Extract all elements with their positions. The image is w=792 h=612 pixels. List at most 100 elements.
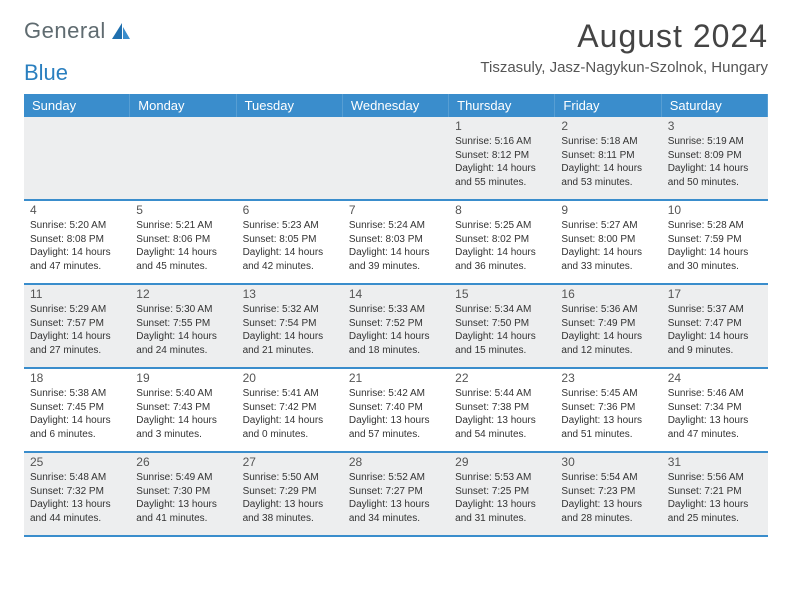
day-cell: 6Sunrise: 5:23 AMSunset: 8:05 PMDaylight…	[237, 201, 343, 283]
day-number: 4	[30, 203, 124, 217]
sunrise-text: Sunrise: 5:27 AM	[561, 219, 655, 233]
sunset-text: Sunset: 7:50 PM	[455, 317, 549, 331]
daylight-text: Daylight: 14 hours and 55 minutes.	[455, 162, 549, 189]
day-number: 26	[136, 455, 230, 469]
sunrise-text: Sunrise: 5:46 AM	[668, 387, 762, 401]
day-cell: 8Sunrise: 5:25 AMSunset: 8:02 PMDaylight…	[449, 201, 555, 283]
day-number: 31	[668, 455, 762, 469]
sunset-text: Sunset: 8:00 PM	[561, 233, 655, 247]
daylight-text: Daylight: 14 hours and 24 minutes.	[136, 330, 230, 357]
day-number: 2	[561, 119, 655, 133]
daylight-text: Daylight: 14 hours and 36 minutes.	[455, 246, 549, 273]
day-number: 27	[243, 455, 337, 469]
empty-cell	[130, 117, 236, 199]
sunrise-text: Sunrise: 5:33 AM	[349, 303, 443, 317]
day-number: 28	[349, 455, 443, 469]
daylight-text: Daylight: 14 hours and 15 minutes.	[455, 330, 549, 357]
day-number: 16	[561, 287, 655, 301]
daylight-text: Daylight: 13 hours and 41 minutes.	[136, 498, 230, 525]
daylight-text: Daylight: 13 hours and 34 minutes.	[349, 498, 443, 525]
day-cell: 13Sunrise: 5:32 AMSunset: 7:54 PMDayligh…	[237, 285, 343, 367]
sunrise-text: Sunrise: 5:49 AM	[136, 471, 230, 485]
sunset-text: Sunset: 7:55 PM	[136, 317, 230, 331]
day-number: 11	[30, 287, 124, 301]
day-cell: 30Sunrise: 5:54 AMSunset: 7:23 PMDayligh…	[555, 453, 661, 535]
weekday-header-row: SundayMondayTuesdayWednesdayThursdayFrid…	[24, 94, 768, 117]
sunset-text: Sunset: 7:45 PM	[30, 401, 124, 415]
daylight-text: Daylight: 13 hours and 51 minutes.	[561, 414, 655, 441]
day-number: 18	[30, 371, 124, 385]
sunrise-text: Sunrise: 5:54 AM	[561, 471, 655, 485]
day-cell: 27 Sunrise: 5:50 AMSunset: 7:29 PMDayligh…	[237, 453, 343, 535]
day-number: 20	[243, 371, 337, 385]
sunrise-text: Sunrise: 5:29 AM	[30, 303, 124, 317]
sunset-text: Sunset: 8:06 PM	[136, 233, 230, 247]
day-cell: 28Sunrise: 5:52 AMSunset: 7:27 PMDayligh…	[343, 453, 449, 535]
day-cell: 15Sunrise: 5:34 AMSunset: 7:50 PMDayligh…	[449, 285, 555, 367]
sunrise-text: Sunrise: 5:50 AM	[243, 471, 337, 485]
sunrise-text: Sunrise: 5:16 AM	[455, 135, 549, 149]
day-cell: 3Sunrise: 5:19 AMSunset: 8:09 PMDaylight…	[662, 117, 768, 199]
day-number: 15	[455, 287, 549, 301]
day-cell: 7Sunrise: 5:24 AMSunset: 8:03 PMDaylight…	[343, 201, 449, 283]
sunset-text: Sunset: 8:12 PM	[455, 149, 549, 163]
weekday-header: Tuesday	[237, 94, 343, 117]
sunrise-text: Sunrise: 5:28 AM	[668, 219, 762, 233]
calendar: SundayMondayTuesdayWednesdayThursdayFrid…	[24, 94, 768, 537]
day-cell: 17Sunrise: 5:37 AMSunset: 7:47 PMDayligh…	[662, 285, 768, 367]
day-cell: 26Sunrise: 5:49 AMSunset: 7:30 PMDayligh…	[130, 453, 236, 535]
day-number: 14	[349, 287, 443, 301]
sunrise-text: Sunrise: 5:40 AM	[136, 387, 230, 401]
day-cell: 1 Sunrise: 5:16 AMSunset: 8:12 PMDaylight…	[449, 117, 555, 199]
day-cell: 10Sunrise: 5:28 AMSunset: 7:59 PMDayligh…	[662, 201, 768, 283]
sunset-text: Sunset: 7:29 PM	[243, 485, 337, 499]
daylight-text: Daylight: 14 hours and 39 minutes.	[349, 246, 443, 273]
empty-cell	[343, 117, 449, 199]
sunrise-text: Sunrise: 5:36 AM	[561, 303, 655, 317]
sunset-text: Sunset: 8:02 PM	[455, 233, 549, 247]
day-number: 25	[30, 455, 124, 469]
daylight-text: Daylight: 14 hours and 3 minutes.	[136, 414, 230, 441]
daylight-text: Daylight: 14 hours and 27 minutes.	[30, 330, 124, 357]
daylight-text: Daylight: 14 hours and 42 minutes.	[243, 246, 337, 273]
day-number: 1	[455, 119, 549, 133]
daylight-text: Daylight: 13 hours and 28 minutes.	[561, 498, 655, 525]
logo: General	[24, 18, 132, 44]
day-number: 29	[455, 455, 549, 469]
day-cell: 4Sunrise: 5:20 AMSunset: 8:08 PMDaylight…	[24, 201, 130, 283]
daylight-text: Daylight: 14 hours and 30 minutes.	[668, 246, 762, 273]
sunrise-text: Sunrise: 5:23 AM	[243, 219, 337, 233]
weekday-header: Friday	[555, 94, 661, 117]
sunset-text: Sunset: 7:49 PM	[561, 317, 655, 331]
sunset-text: Sunset: 8:05 PM	[243, 233, 337, 247]
week-row: 1Sunrise: 5:16 AMSunset: 8:12 PMDaylight…	[24, 117, 768, 201]
daylight-text: Daylight: 14 hours and 45 minutes.	[136, 246, 230, 273]
weekday-header: Wednesday	[343, 94, 449, 117]
day-number: 10	[668, 203, 762, 217]
day-cell: 25Sunrise: 5:48 AMSunset: 7:32 PMDayligh…	[24, 453, 130, 535]
daylight-text: Daylight: 14 hours and 6 minutes.	[30, 414, 124, 441]
day-number: 19	[136, 371, 230, 385]
sunrise-text: Sunrise: 5:25 AM	[455, 219, 549, 233]
sunrise-text: Sunrise: 5:30 AM	[136, 303, 230, 317]
day-cell: 5Sunrise: 5:21 AMSunset: 8:06 PMDaylight…	[130, 201, 236, 283]
day-number: 12	[136, 287, 230, 301]
weekday-header: Saturday	[662, 94, 768, 117]
sunset-text: Sunset: 8:09 PM	[668, 149, 762, 163]
sunset-text: Sunset: 7:40 PM	[349, 401, 443, 415]
weekday-header: Monday	[130, 94, 236, 117]
sunset-text: Sunset: 8:11 PM	[561, 149, 655, 163]
day-cell: 14Sunrise: 5:33 AMSunset: 7:52 PMDayligh…	[343, 285, 449, 367]
sunset-text: Sunset: 8:08 PM	[30, 233, 124, 247]
day-cell: 29Sunrise: 5:53 AMSunset: 7:25 PMDayligh…	[449, 453, 555, 535]
sunrise-text: Sunrise: 5:32 AM	[243, 303, 337, 317]
logo-text-2: Blue	[24, 60, 768, 86]
sunset-text: Sunset: 7:57 PM	[30, 317, 124, 331]
daylight-text: Daylight: 14 hours and 9 minutes.	[668, 330, 762, 357]
daylight-text: Daylight: 14 hours and 50 minutes.	[668, 162, 762, 189]
sunrise-text: Sunrise: 5:53 AM	[455, 471, 549, 485]
sunrise-text: Sunrise: 5:37 AM	[668, 303, 762, 317]
sunset-text: Sunset: 7:23 PM	[561, 485, 655, 499]
sunrise-text: Sunrise: 5:18 AM	[561, 135, 655, 149]
daylight-text: Daylight: 13 hours and 38 minutes.	[243, 498, 337, 525]
